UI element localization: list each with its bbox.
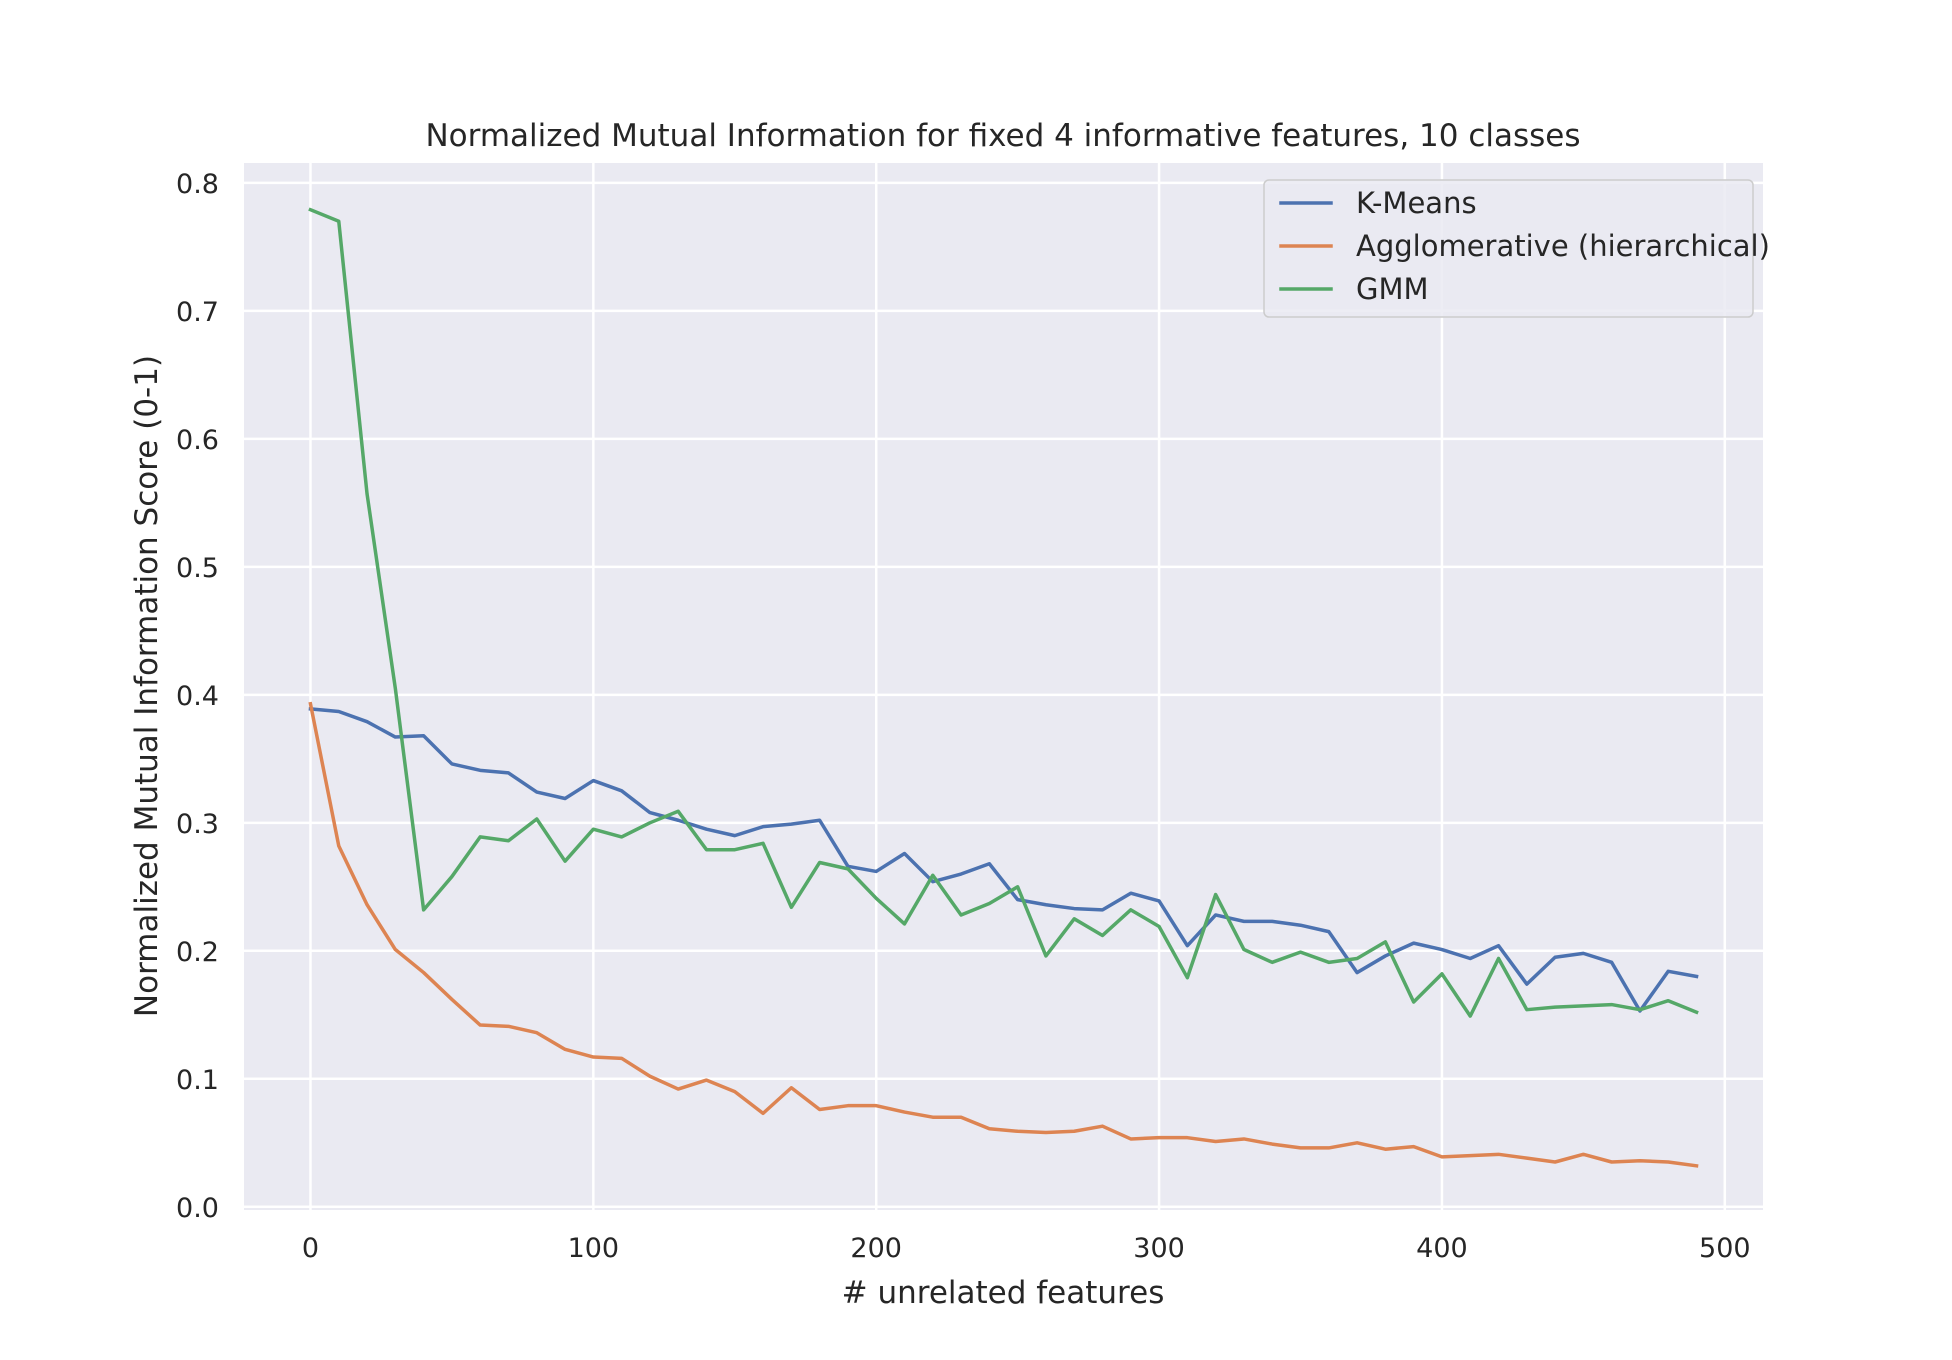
- x-tick-label: 100: [568, 1233, 620, 1264]
- y-tick-label: 0.3: [176, 809, 219, 840]
- legend: K-Means Agglomerative (hierarchical) GMM: [1263, 179, 1770, 318]
- legend-label-k-means: K-Means: [1356, 186, 1477, 220]
- y-tick-label: 0.6: [176, 425, 219, 456]
- y-tick-label: 0.0: [176, 1193, 219, 1224]
- series-line-gmm: [308, 207, 1699, 1018]
- y-tick-label: 0.1: [176, 1065, 219, 1096]
- y-tick-label: 0.8: [176, 169, 219, 200]
- plot-area: [244, 163, 1763, 1210]
- y-axis-label: Normalized Mutual Information Score (0-1…: [129, 355, 165, 1017]
- y-tick-label: 0.4: [176, 681, 219, 712]
- x-tick-label: 300: [1133, 1233, 1185, 1264]
- tick-labels: 0.0 0.1 0.2 0.3 0.4 0.5 0.6 0.7 0.8 0 100 200 300 400…: [176, 169, 1751, 1264]
- chart-title: Normalized Mutual Information for fixed …: [425, 118, 1580, 154]
- x-tick-label: 500: [1699, 1233, 1751, 1264]
- y-tick-label: 0.7: [176, 297, 219, 328]
- y-tick-label: 0.5: [176, 553, 219, 584]
- x-tick-label: 0: [302, 1233, 319, 1264]
- series-line-k-means: [308, 706, 1699, 1013]
- series-lines: [308, 207, 1699, 1168]
- series-line-agglomerative-hierarchical: [308, 701, 1699, 1168]
- x-tick-label: 400: [1416, 1233, 1468, 1264]
- x-axis-label: # unrelated features: [842, 1275, 1165, 1311]
- grid: [244, 163, 1763, 1210]
- legend-label-agglomerative: Agglomerative (hierarchical): [1356, 229, 1770, 263]
- y-tick-label: 0.2: [176, 937, 219, 968]
- x-tick-label: 200: [850, 1233, 902, 1264]
- legend-label-gmm: GMM: [1356, 272, 1429, 306]
- legend-box: [1263, 179, 1754, 318]
